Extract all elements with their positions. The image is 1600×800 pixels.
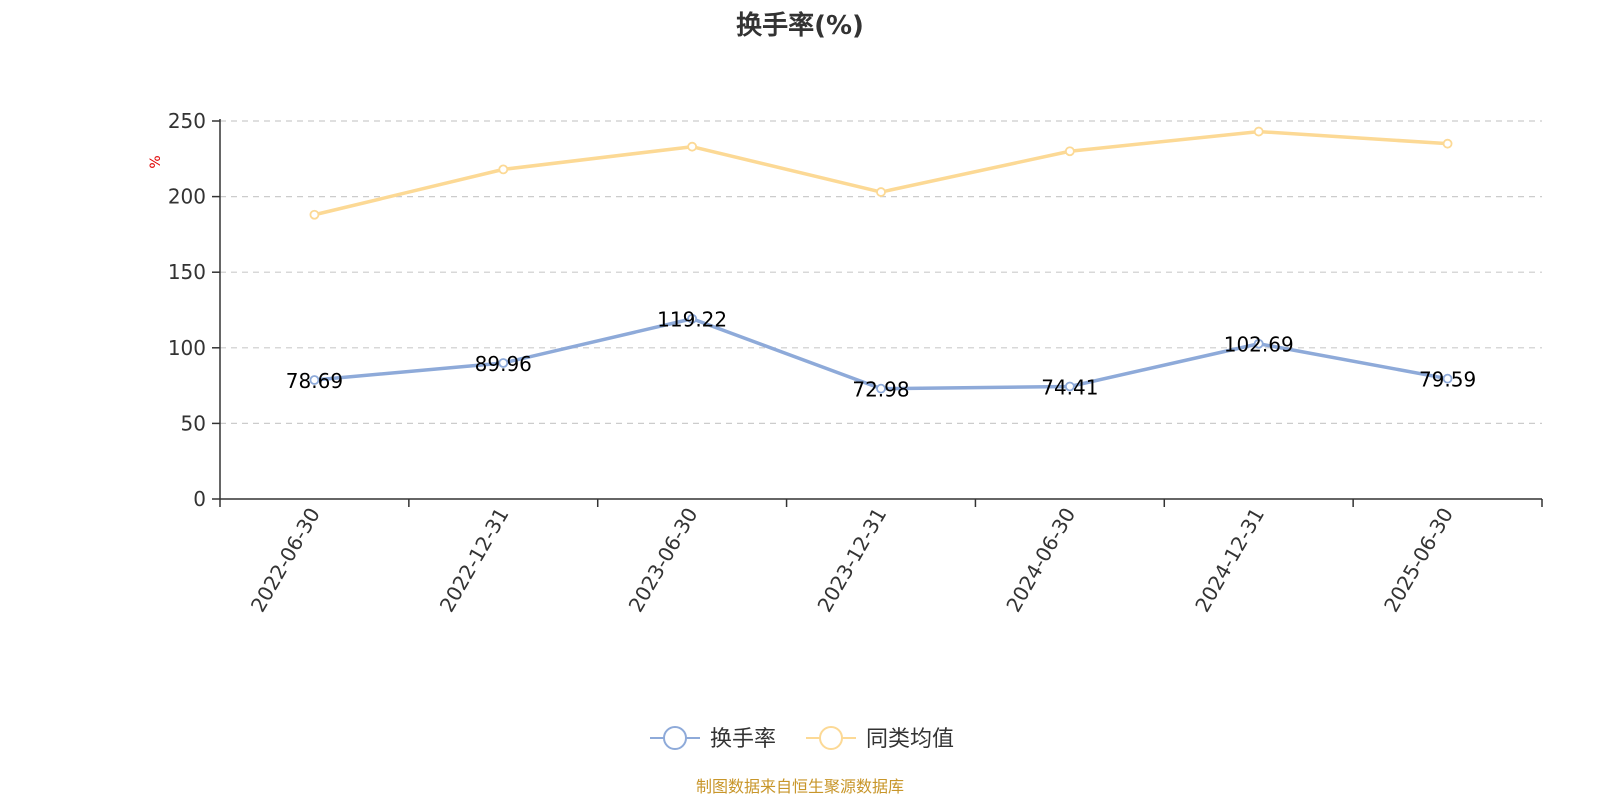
legend-marker-icon bbox=[819, 726, 843, 750]
data-point bbox=[1064, 381, 1075, 392]
data-point bbox=[1064, 146, 1075, 157]
x-tick-label: 2024-06-30 bbox=[1001, 504, 1080, 617]
x-tick-label: 2023-12-31 bbox=[812, 504, 891, 617]
data-label: 119.22 bbox=[657, 308, 727, 332]
data-point bbox=[687, 141, 698, 152]
data-point bbox=[498, 358, 509, 368]
data-label: 78.69 bbox=[286, 369, 343, 393]
data-point bbox=[309, 375, 320, 385]
x-tick-label: 2024-12-31 bbox=[1190, 504, 1269, 617]
data-point bbox=[498, 164, 509, 175]
y-tick-label: 50 bbox=[181, 411, 206, 435]
data-point bbox=[1442, 138, 1453, 149]
y-axis-unit-label: % bbox=[148, 155, 164, 168]
legend: 换手率 同类均值 bbox=[650, 726, 954, 752]
legend-label: 同类均值 bbox=[866, 727, 954, 752]
legend-label: 换手率 bbox=[710, 727, 776, 752]
data-labels: 78.69 89.96 119.22 72.98 74.41 102.69 79.59 bbox=[286, 308, 1476, 402]
x-tick-label: 2025-06-30 bbox=[1379, 504, 1458, 617]
y-tick-label: 150 bbox=[168, 260, 206, 284]
data-point bbox=[876, 187, 886, 197]
data-point bbox=[876, 383, 886, 394]
y-tick-label: 200 bbox=[168, 185, 206, 209]
data-label: 72.98 bbox=[852, 378, 909, 402]
x-tick-label: 2023-06-30 bbox=[624, 504, 703, 617]
series-lines bbox=[309, 126, 1453, 394]
y-tick-label: 100 bbox=[168, 336, 206, 360]
y-tick-label: 250 bbox=[168, 109, 206, 133]
x-tick-label: 2022-12-31 bbox=[435, 504, 514, 617]
x-tick-label: 2022-06-30 bbox=[246, 504, 325, 617]
data-point bbox=[309, 209, 320, 220]
legend-marker-icon bbox=[663, 726, 687, 750]
data-label: 102.69 bbox=[1224, 333, 1294, 357]
source-note: 制图数据来自恒生聚源数据库 bbox=[696, 777, 904, 796]
data-point bbox=[1253, 338, 1264, 349]
y-tick-label: 0 bbox=[193, 487, 206, 511]
data-point bbox=[687, 313, 698, 324]
data-label: 89.96 bbox=[475, 352, 532, 376]
series-line bbox=[314, 129, 1448, 217]
data-point bbox=[1442, 373, 1453, 384]
data-point bbox=[1253, 126, 1264, 137]
data-label: 79.59 bbox=[1419, 368, 1476, 392]
gridlines bbox=[220, 120, 1542, 424]
chart-title: 换手率(%) bbox=[736, 10, 864, 41]
data-label: 74.41 bbox=[1041, 375, 1098, 399]
